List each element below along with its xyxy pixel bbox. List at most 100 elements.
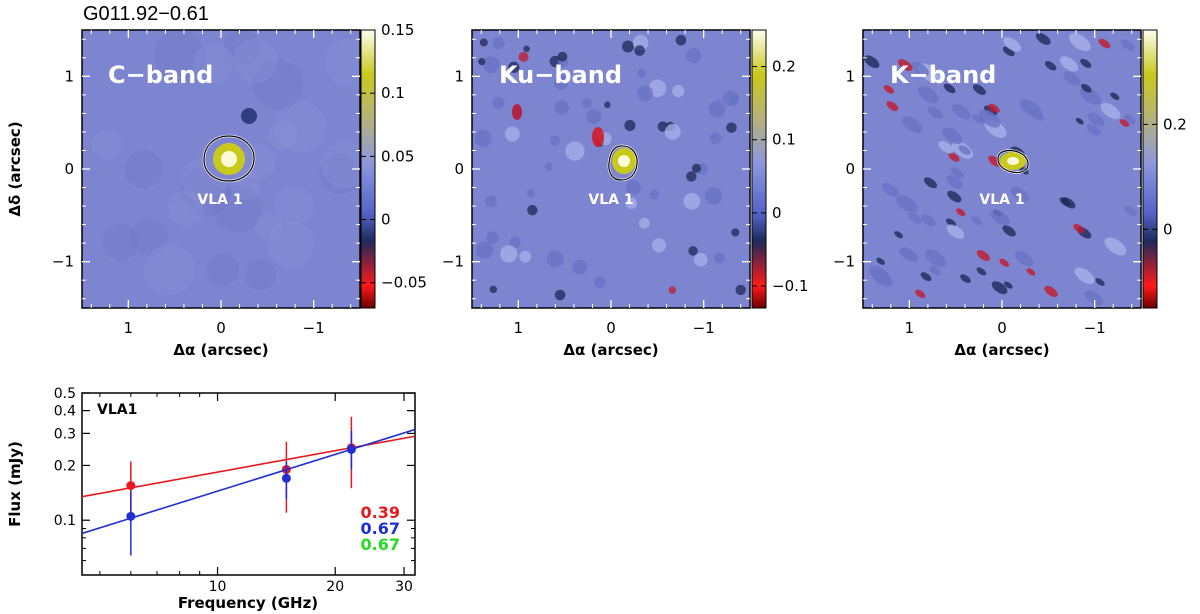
noise-blob [492, 96, 505, 109]
noise-blob [1079, 87, 1102, 105]
noise-blob [664, 123, 681, 140]
noise-blob [268, 120, 298, 150]
noise-blob [519, 250, 532, 263]
noise-blob [572, 259, 588, 275]
noise-blob [958, 145, 971, 155]
noise-blob [972, 114, 984, 124]
noise-blob [1063, 71, 1081, 86]
noise-blob [686, 171, 697, 182]
annotation-slope-red: 0.39 [361, 503, 400, 522]
noise-blob [915, 289, 926, 299]
red-emission-blob [592, 127, 604, 147]
x-tick-label: 1 [124, 319, 134, 337]
noise-blob [1044, 61, 1057, 71]
noise-blob [233, 38, 279, 84]
source-core [618, 155, 630, 167]
band-label: K−band [890, 61, 996, 89]
noise-blob [920, 272, 932, 282]
noise-blob [917, 86, 939, 104]
y-tick-label: 0 [454, 160, 464, 178]
noise-blob [622, 40, 634, 53]
y-tick-label: 0 [64, 160, 74, 178]
noise-blob [1059, 56, 1079, 72]
noise-blob [1080, 83, 1092, 93]
secondary-emission-blob [241, 108, 257, 124]
colorbar-tick-label: 0 [381, 211, 391, 229]
noise-blob [586, 108, 602, 125]
noise-blob [252, 59, 304, 111]
noise-blob [947, 190, 962, 203]
x-axis-label: Frequency (GHz) [178, 594, 318, 612]
noise-blob [549, 135, 561, 146]
noise-blob [908, 212, 922, 224]
noise-blob [144, 244, 195, 296]
noise-blob [637, 85, 654, 102]
noise-blob [553, 75, 569, 90]
noise-field [474, 34, 746, 301]
noise-blob [274, 100, 327, 153]
noise-blob [1124, 205, 1137, 216]
noise-blob [1003, 37, 1022, 52]
data-point-blue [346, 444, 356, 454]
noise-blob [978, 109, 1001, 128]
x-tick-label: 0 [216, 319, 226, 337]
y-tick-label: 0.4 [54, 404, 76, 420]
noise-blob [267, 221, 315, 268]
noise-blob [486, 231, 499, 244]
x-tick-label: 20 [326, 579, 344, 595]
noise-blob [1087, 112, 1105, 127]
noise-blob [319, 153, 360, 195]
noise-blob [1075, 117, 1084, 125]
noise-blob [899, 248, 913, 260]
noise-blob [229, 169, 261, 201]
source-core [221, 151, 237, 167]
noise-blob [557, 51, 568, 62]
data-point-blue [281, 473, 291, 483]
noise-blob [1104, 237, 1127, 256]
noise-blob [604, 101, 611, 109]
source-contour [608, 145, 638, 181]
y-tick-label: 0.1 [54, 513, 76, 529]
noise-blob [927, 106, 943, 119]
noise-blob [1035, 32, 1051, 45]
x-tick-label: 0 [997, 319, 1007, 337]
noise-blob [124, 150, 163, 189]
figure-title: G011.92−0.61 [83, 3, 209, 25]
x-ticks: 1 0 −1 [480, 30, 742, 337]
y-ticks: 1 0 −1 [442, 38, 750, 300]
noise-blob [988, 103, 1000, 113]
noise-blob [213, 185, 262, 233]
noise-blob [489, 285, 498, 294]
y-ticks: 0.1 0.2 0.3 0.4 0.5 [54, 386, 415, 562]
noise-blob [508, 61, 520, 73]
noise-blob [474, 129, 492, 148]
noise-blob [625, 179, 641, 196]
noise-blob [634, 45, 645, 56]
noise-blob [882, 182, 899, 197]
y-tick-label: 1 [454, 67, 464, 85]
x-ticks: 1 0 −1 [871, 30, 1133, 337]
x-tick-label: −1 [1084, 319, 1106, 337]
x-axis-label: Δα (arcsec) [173, 341, 268, 359]
y-tick-label: 1 [845, 67, 855, 85]
noise-blob [946, 175, 963, 189]
noise-blob [920, 213, 936, 227]
noise-blob [1019, 99, 1042, 118]
noise-blob [984, 105, 997, 117]
noise-blob [554, 100, 569, 115]
source-contour [203, 135, 255, 182]
noise-blob [731, 228, 740, 237]
noise-blob [1002, 46, 1015, 57]
noise-blob [1073, 223, 1085, 234]
y-tick-label: −1 [833, 253, 855, 271]
noise-blob [726, 122, 737, 133]
noise-blob [990, 209, 1010, 226]
noise-blob [526, 189, 535, 198]
noise-blob [1086, 123, 1101, 136]
colorbar-tick-label: 0.2 [1163, 115, 1187, 133]
noise-blob [691, 163, 702, 173]
noise-blob [509, 236, 521, 248]
x-axis-label: Δα (arcsec) [954, 341, 1049, 359]
source-label: VLA 1 [588, 192, 633, 208]
